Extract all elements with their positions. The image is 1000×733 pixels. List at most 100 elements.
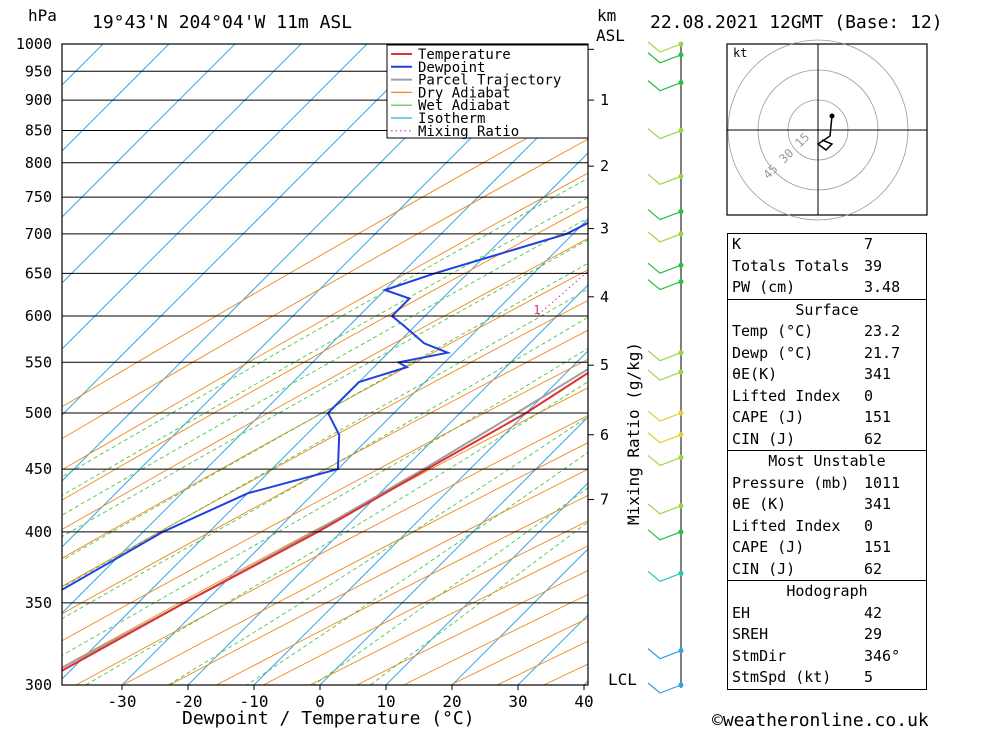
legend-entry: Temperature (418, 47, 511, 63)
legend-entry: Parcel Trajectory (418, 73, 561, 89)
wet-adiabat-line (62, 316, 588, 620)
hodograph-point (829, 113, 835, 119)
hodograph-trace (816, 115, 834, 151)
surface-section: Surface Temp (°C) 23.2 Dewp (°C) 21.7 θE(K… (727, 299, 927, 451)
pressure-tick-label: 550 (25, 353, 52, 371)
index-row: Dewp (°C) 21.7 (732, 343, 901, 362)
pressure-tick-label: 950 (25, 62, 52, 80)
isotherm-line (62, 86, 588, 614)
pressure-tick-label: 800 (25, 154, 52, 172)
index-row: Lifted Index 0 (732, 516, 874, 535)
pressure-tick-label: 500 (25, 404, 52, 422)
isotherm-line (319, 416, 588, 685)
section-title: Hodograph (786, 582, 868, 600)
km-tick-label: 5 (600, 356, 609, 374)
pressure-tick-label: 700 (25, 225, 52, 243)
x-tick-label: 40 (574, 692, 593, 711)
mixing-ratio-label: 3 (620, 303, 627, 317)
index-row: Temp (°C) 23.2 (732, 322, 901, 340)
height-unit-label: km (597, 6, 617, 25)
index-row: StmDir 346° (732, 646, 901, 665)
legend-entry: Wet Adiabat (418, 98, 511, 114)
pressure-tick-label: 400 (25, 523, 52, 541)
x-tick-label: 30 (508, 692, 527, 711)
pressure-tick-label: 1000 (16, 35, 52, 53)
legend-entry: Mixing Ratio (418, 124, 519, 140)
km-tick-label: 1 (600, 91, 609, 109)
index-row: θE (K) 341 (732, 495, 892, 513)
index-row: CIN (J) 62 (732, 429, 883, 448)
datetime-title: 22.08.2021 12GMT (Base: 12) (650, 12, 943, 33)
isotherm-line (62, 44, 434, 416)
legend-entry: Dewpoint (418, 60, 485, 76)
index-row: θE(K) 341 (732, 365, 892, 383)
isotherm-line (62, 44, 302, 284)
hodograph-section: Hodograph EH 42 SREH 29 StmDir 346° StmSpd … (727, 581, 927, 690)
wind-barb-icon (647, 41, 682, 53)
dry-adiabat-line (62, 329, 588, 615)
wind-barb-icon (647, 231, 682, 243)
x-tick-label: 20 (442, 692, 461, 711)
wind-barb-icon (647, 52, 682, 64)
isotherm-line (62, 44, 566, 548)
index-row: Lifted Index 0 (732, 386, 874, 405)
km-tick-label: 6 (600, 426, 609, 444)
legend-box (386, 44, 589, 139)
x-axis-label: Dewpoint / Temperature (°C) (182, 708, 475, 729)
mixing-ratio-label: 1 (533, 303, 540, 317)
wind-barb-icon (647, 454, 682, 467)
isotherm-line (121, 218, 588, 685)
wind-barb-icon (647, 128, 682, 140)
km-tick-label: 4 (600, 288, 609, 306)
isotherm-line (451, 548, 588, 685)
wet-adiabat-line (313, 487, 588, 685)
wind-barb-icon (647, 262, 682, 274)
wind-barb-icon (647, 350, 682, 362)
index-row: StmSpd (kt) 5 (732, 668, 874, 686)
isotherm-line (62, 152, 588, 680)
index-row: CIN (J) 62 (732, 559, 883, 578)
location-title: 19°43'N 204°04'W 11m ASL (92, 12, 353, 33)
dry-adiabat-line (62, 358, 588, 642)
mixing-ratio-label: 2 (587, 303, 594, 317)
wet-adiabat-line (62, 217, 588, 516)
dry-adiabat-line (62, 138, 588, 440)
pressure-tick-label: 600 (25, 307, 52, 325)
wind-barb-icon (647, 432, 682, 444)
pressure-tick-label: 650 (25, 264, 52, 282)
index-row: Pressure (mb) 1011 (732, 473, 901, 492)
wind-barb-icon (647, 410, 682, 422)
dry-adiabat-line (122, 442, 588, 685)
wet-adiabat-line (62, 347, 588, 656)
pressure-tick-label: 450 (25, 460, 52, 478)
km-tick-label: 3 (600, 220, 609, 238)
wind-barb-icon (647, 173, 682, 185)
section-title: Surface (795, 300, 859, 319)
index-row: CAPE (J) 151 (732, 538, 892, 556)
index-row: SREH 29 (732, 625, 883, 643)
legend-entry: Dry Adiabat (418, 85, 511, 101)
wind-barb-icon (647, 503, 682, 515)
wet-adiabat-line (62, 177, 588, 478)
index-row: PW (cm) 3.48 (732, 278, 901, 296)
dry-adiabat-line (216, 494, 588, 685)
pressure-tick-label: 900 (25, 91, 52, 109)
x-tick-label: -30 (108, 692, 137, 711)
index-row: Totals Totals 39 (732, 256, 883, 275)
dry-adiabat-line (75, 414, 588, 685)
km-tick-label: 7 (600, 491, 609, 509)
isotherm-line (253, 350, 588, 685)
wet-adiabat-line (85, 381, 588, 685)
hodograph-unit-label: kt (733, 46, 747, 60)
x-tick-label: 10 (376, 692, 395, 711)
mixing-ratio-label: 4 (644, 303, 651, 317)
wind-barb-icon (647, 80, 682, 92)
mixing-ratio-axis-label: Mixing Ratio (g/kg) (624, 341, 644, 526)
section-title: Most Unstable (768, 452, 886, 470)
isotherm-line (62, 44, 500, 482)
temperature-line (62, 371, 588, 672)
wind-barb-icon (647, 570, 682, 583)
dry-adiabat-line (62, 172, 588, 471)
lcl-label: LCL (608, 670, 637, 689)
